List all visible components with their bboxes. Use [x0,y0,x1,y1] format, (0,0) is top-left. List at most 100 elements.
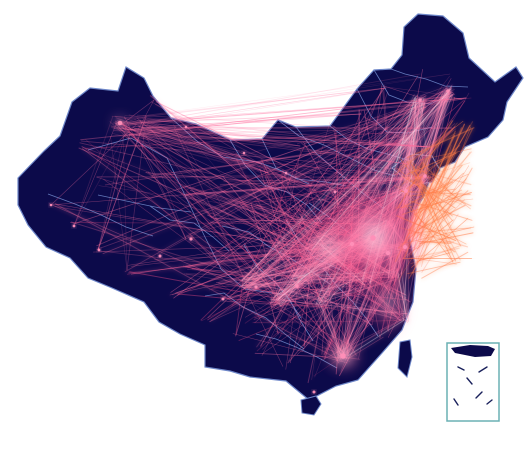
flow-line [408,95,452,135]
flow-line [96,91,454,247]
flow-line [235,290,250,337]
flow-line [130,87,387,119]
flow-line [416,182,454,263]
flow-line [235,282,243,335]
flow-line [97,116,147,251]
flow-line [118,126,431,148]
flow-line [401,162,471,185]
flow-line [85,130,416,149]
flow-line [129,127,453,135]
flow-line [111,115,301,147]
flow-line [121,123,346,355]
flow-line [231,106,417,159]
flow-line [136,131,313,187]
hub-points [49,89,450,394]
flow-line [123,99,155,124]
flow-line [73,120,118,227]
hub-point [333,190,337,194]
flow-line [136,117,239,205]
flow-line [137,125,269,174]
flow-line [399,132,456,168]
flow-line [123,126,287,174]
flow-line [405,145,461,190]
flow-line [406,138,411,195]
hub-point [418,98,422,102]
flow-line [241,94,418,281]
flow-line [117,73,451,126]
flow-line [96,176,313,246]
flow-line [130,134,204,146]
flow-line [117,126,336,132]
flow-line [132,125,409,165]
flow-line [189,233,241,288]
flow-line [137,120,204,146]
flow-line [80,104,418,141]
flow-line [123,97,467,137]
flow-line [124,97,467,125]
flow-line [72,106,427,225]
flow-line [253,296,323,320]
flow-line [126,132,145,271]
flow-line [420,86,447,97]
hub-point [295,284,299,288]
flow-line [135,134,187,240]
flow-line [403,94,452,195]
inset-dash-1 [457,366,465,371]
flow-line [122,132,128,271]
flow-line [128,114,301,147]
flow-line [137,118,336,193]
flow-line [183,273,252,286]
flow-line [115,123,358,182]
hub-point [349,241,355,247]
flow-line [144,97,467,123]
flow-line [420,172,466,204]
flow-line [124,116,187,240]
flow-line [70,221,321,301]
flow-line [110,125,204,146]
flow-line [421,89,449,181]
flow-line [122,127,269,174]
flow-line [139,119,287,174]
flow-line [114,115,431,148]
central-east-glow [278,208,382,288]
flow-line [110,135,128,271]
flow-line [125,125,431,148]
flow-line [150,170,427,179]
flow-line [176,96,443,130]
hub-point [423,174,427,178]
flow-line [133,127,263,165]
flow-line [120,127,204,146]
hub-point [221,297,225,301]
flow-line [97,133,131,251]
flow-line [381,86,443,95]
hub-point [254,285,258,289]
flow-line [216,217,247,284]
flow-line [244,287,284,367]
hub-point [403,245,407,249]
flow-line [418,90,447,181]
flow-line [247,278,362,298]
flow-line [139,119,187,240]
flow-line [113,127,301,147]
flow-line [147,120,269,174]
hub-point [404,189,408,193]
flow-line [119,121,409,165]
flow-line [113,97,467,124]
hub-point [284,171,288,175]
taiwan-island [397,339,413,378]
flow-line [254,168,419,207]
flow-line [82,146,327,303]
flow-line [134,133,431,148]
flow-line [109,121,213,219]
flow-line [119,129,234,156]
flow-line [418,252,451,262]
hub-point [97,248,101,252]
southeast-glow [368,267,410,339]
flow-line [137,99,155,130]
south-china-sea-inset [446,342,500,422]
inset-dash-3 [478,366,488,373]
flow-line [115,117,313,187]
flow-line [136,114,336,128]
flow-line [331,134,409,194]
flow-line [82,148,281,299]
